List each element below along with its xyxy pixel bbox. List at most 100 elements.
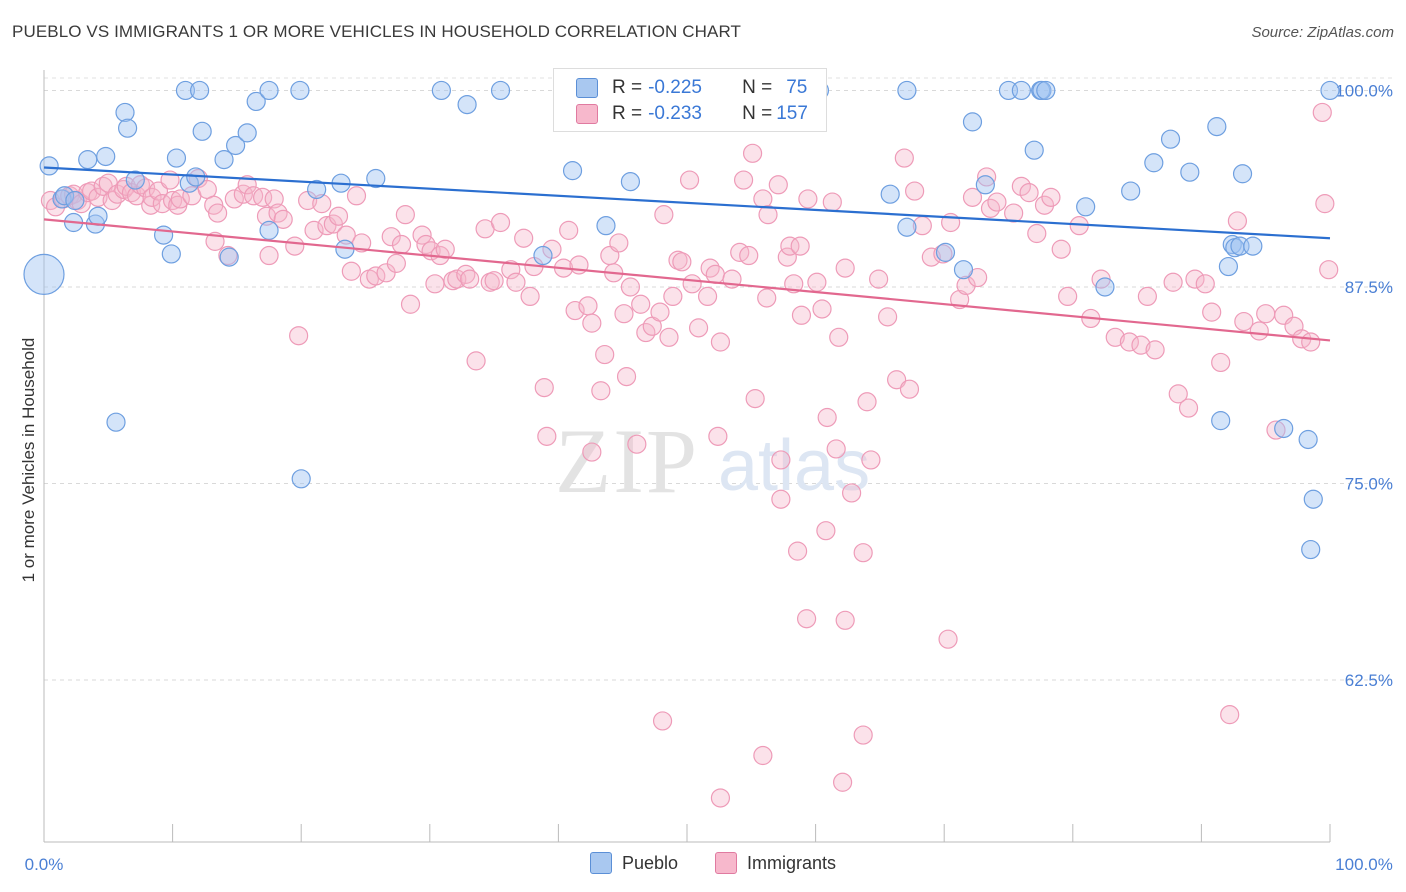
pueblo-point (161, 244, 181, 264)
pueblo-point (1036, 80, 1056, 101)
immigrants-point (833, 772, 853, 792)
immigrants-point (506, 272, 526, 292)
immigrants-point (1312, 102, 1332, 123)
immigrants-point (578, 296, 598, 316)
immigrants-point (1041, 187, 1061, 207)
immigrants-point (559, 220, 579, 240)
immigrants-point (400, 294, 421, 314)
pueblo-point (153, 225, 174, 245)
pueblo-point (39, 156, 59, 176)
immigrants-point (1195, 274, 1215, 294)
pueblo-point (1211, 411, 1231, 431)
immigrants-point (1319, 260, 1339, 280)
stats-legend: R = -0.225 N = 75 R = -0.233 N = 157 (553, 68, 827, 132)
immigrants-point (905, 181, 925, 201)
immigrants-point (700, 258, 720, 278)
immigrants-point (170, 189, 190, 209)
immigrants-point (853, 543, 873, 563)
pueblo-point (96, 146, 116, 167)
pueblo-point (166, 148, 187, 168)
immigrants-trend-line (43, 218, 1331, 342)
pueblo-point (1320, 80, 1340, 101)
r-value: -0.233 (648, 103, 702, 124)
pueblo-point (106, 412, 126, 432)
pueblo-point (219, 247, 239, 267)
pueblo-point (1024, 140, 1044, 160)
immigrants-point (787, 541, 808, 561)
immigrants-point (614, 304, 634, 324)
immigrants-point (790, 236, 810, 256)
pueblo-point (962, 112, 983, 132)
immigrants-point (1234, 311, 1254, 332)
immigrants-point (341, 261, 361, 281)
immigrants-point (386, 253, 406, 273)
immigrants-point (237, 175, 257, 195)
immigrants-point (842, 483, 862, 503)
immigrants-point (1145, 340, 1165, 360)
pueblo-point (175, 80, 196, 101)
immigrants-point (88, 187, 108, 207)
immigrants-point (1227, 211, 1248, 231)
immigrants-point (710, 788, 731, 808)
immigrants-point (148, 181, 169, 201)
immigrants-point (346, 186, 367, 206)
immigrants-point (899, 379, 920, 399)
immigrants-point (659, 327, 679, 347)
pueblo-point (1274, 418, 1294, 439)
stats-row-immigrants: R = -0.233 N = 157 (576, 102, 808, 126)
pueblo-point (457, 94, 477, 115)
immigrants-point (412, 225, 432, 245)
immigrants-point (853, 725, 873, 745)
pueblo-point (214, 150, 234, 170)
pueblo-point (1076, 197, 1096, 217)
pueblo-point (290, 80, 310, 101)
pueblo-point (366, 168, 386, 189)
n-label: N = (742, 103, 773, 124)
immigrants-point (784, 274, 804, 294)
immigrants-point (1119, 332, 1139, 352)
pueblo-point (190, 80, 210, 101)
pueblo-point (620, 172, 641, 192)
pueblo-point (246, 91, 266, 112)
immigrants-point (1034, 195, 1055, 215)
immigrants-point (381, 227, 401, 247)
immigrants-point (835, 258, 855, 278)
pueblo-point (897, 217, 917, 237)
immigrants-point (710, 332, 731, 352)
r-label: R = (612, 77, 643, 98)
immigrants-point (233, 184, 253, 204)
immigrants-point (938, 629, 958, 649)
legend-item-pueblo[interactable]: Pueblo (590, 852, 678, 874)
immigrants-point (829, 327, 849, 347)
immigrants-point (609, 233, 629, 253)
y-tick-label: 62.5% (1345, 671, 1393, 690)
immigrants-point (768, 175, 788, 195)
immigrants-point (1220, 705, 1240, 725)
immigrants-point (565, 300, 585, 321)
legend-label-pueblo: Pueblo (622, 852, 679, 873)
immigrants-point (490, 212, 511, 233)
pueblo-point (1301, 539, 1321, 560)
r-value: -0.225 (648, 77, 702, 98)
immigrants-point (208, 203, 228, 223)
pueblo-point (1222, 234, 1242, 255)
x-tick-label: 100.0% (1335, 855, 1393, 874)
pueblo-point (490, 80, 511, 101)
immigrants-point (1019, 183, 1039, 203)
immigrants-point (264, 189, 284, 209)
pueblo-point (54, 186, 75, 206)
immigrants-point (777, 247, 797, 267)
immigrants-point (416, 234, 436, 255)
immigrants-point (861, 450, 881, 470)
immigrants-point (962, 187, 983, 207)
immigrants-point (224, 189, 244, 209)
immigrants-point (708, 426, 728, 446)
watermark-zip: ZIP (555, 410, 699, 512)
immigrants-point (745, 389, 765, 409)
pueblo-point (125, 170, 145, 190)
pueblo-point (1160, 129, 1181, 149)
legend-item-immigrants[interactable]: Immigrants (715, 852, 836, 874)
legend-label-immigrants: Immigrants (747, 852, 837, 873)
immigrants-point (739, 245, 759, 266)
